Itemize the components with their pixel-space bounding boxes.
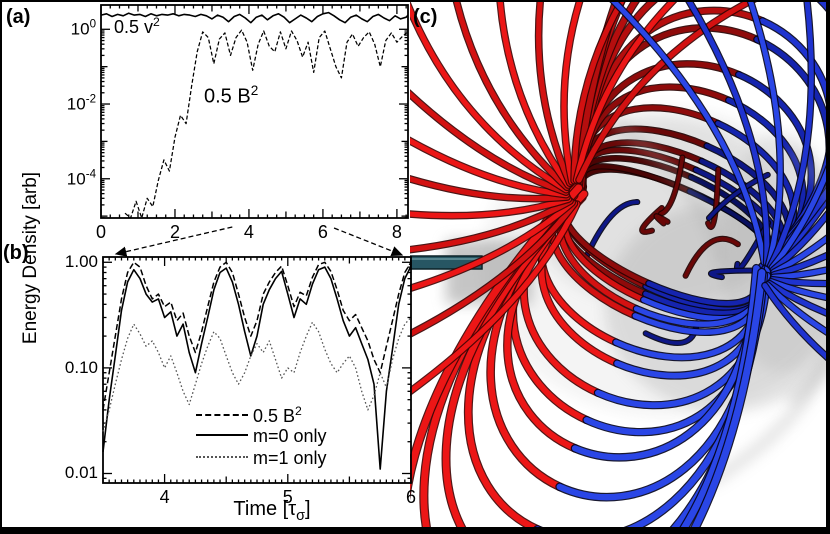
y-tick-label: 0.10 (64, 357, 98, 377)
x-tick-label: 0 (95, 222, 107, 242)
y-tick-label: 0.01 (64, 463, 98, 483)
legend-line-sample-solid (196, 434, 248, 436)
border-bottom (0, 527, 830, 534)
legend: 0.5 B2 m=0 only m=1 only (196, 404, 327, 470)
legend-label: m=1 only (253, 448, 327, 468)
panel-c-label: (c) (413, 6, 438, 28)
zoom-arrows (114, 226, 404, 257)
panel-a-plot (100, 4, 409, 219)
x-tick-label: 6 (405, 487, 417, 507)
series-panel-b-plot-2 (102, 317, 412, 432)
border-left (0, 0, 2, 534)
border-top (0, 0, 830, 2)
x-tick-label: 2 (169, 222, 180, 242)
shadow-arc-2 (612, 118, 727, 265)
legend-label: 0.5 B2 (253, 404, 302, 426)
y-tick-label: 10-4 (66, 168, 96, 189)
panel-c-render: (c) (410, 2, 826, 527)
curve-label-kinetic-energy: 0.5 v2 (114, 15, 160, 37)
legend-item-2: m=1 only (196, 448, 327, 470)
series-panel-a-plot-1 (124, 29, 409, 219)
legend-label: m=0 only (253, 426, 327, 446)
legend-item-1: m=0 only (196, 426, 327, 448)
y-tick-label: 1.00 (64, 252, 98, 272)
x-axis-label: Time [τσ] (172, 498, 372, 524)
panel-a-label: (a) (6, 6, 31, 28)
panel-b-label: (b) (3, 242, 29, 264)
legend-line-sample-dashed (196, 414, 248, 416)
y-tick-label: 100 (70, 18, 96, 39)
series-panel-a-plot-0 (100, 11, 409, 24)
series-panel-b-plot-1 (102, 265, 412, 470)
curve-label-magnetic-energy: 0.5 B2 (204, 83, 259, 108)
x-tick-label: 4 (159, 487, 170, 507)
y-tick-label: 10-2 (66, 93, 96, 114)
x-axis-label-sub: σ (296, 508, 306, 524)
series-panel-b-plot-0 (102, 261, 412, 411)
shadow-arc-1 (707, 347, 826, 486)
border-right (826, 0, 830, 534)
x-tick-label: 6 (317, 222, 328, 242)
legend-line-sample-dotted (196, 456, 248, 458)
panel-b-plot (102, 256, 412, 484)
x-tick-label: 4 (243, 222, 254, 242)
x-tick-label: 8 (391, 222, 402, 242)
legend-item-0: 0.5 B2 (196, 404, 327, 426)
x-axis-label-post: ] (305, 498, 311, 520)
magnetic-field-lines-3d (410, 2, 826, 527)
x-tick-label: 5 (282, 487, 293, 507)
x-axis-label-pre: Time [τ (233, 498, 297, 520)
